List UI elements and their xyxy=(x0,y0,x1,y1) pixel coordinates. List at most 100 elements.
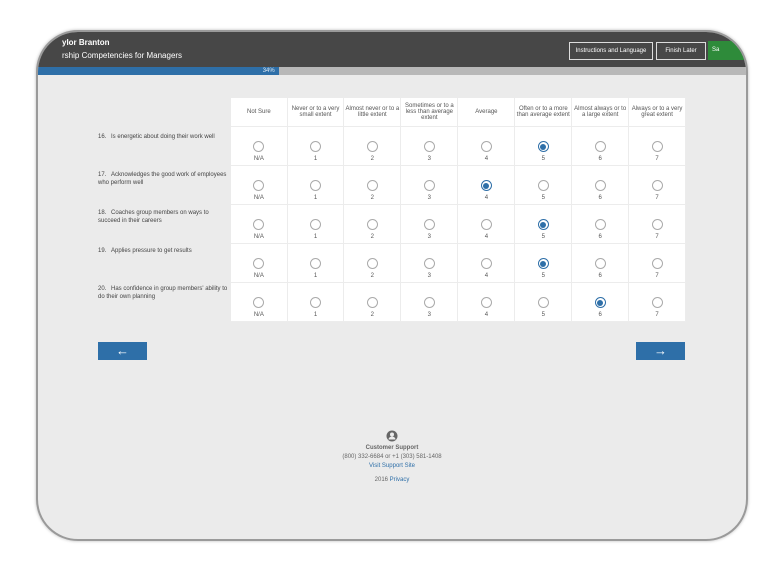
radio-button[interactable] xyxy=(537,219,549,230)
radio-button[interactable] xyxy=(594,219,606,230)
rating-option[interactable]: N/A xyxy=(231,282,288,322)
radio-button[interactable] xyxy=(253,180,265,191)
rating-option[interactable]: 4 xyxy=(457,204,516,244)
radio-button[interactable] xyxy=(594,258,606,269)
rating-option[interactable]: N/A xyxy=(231,165,288,205)
option-value: 4 xyxy=(484,273,489,279)
question-text: 18. Coaches group members on ways to succ… xyxy=(98,209,228,225)
rating-option[interactable]: N/A xyxy=(231,204,288,244)
option-value: 6 xyxy=(598,312,602,318)
radio-button[interactable] xyxy=(310,219,322,230)
radio-button[interactable] xyxy=(366,297,378,308)
back-button[interactable]: ← xyxy=(98,342,147,360)
rating-option[interactable]: 2 xyxy=(343,204,402,244)
question-number: 19. xyxy=(98,248,107,254)
privacy-link[interactable]: Privacy xyxy=(389,477,410,483)
option-value: 6 xyxy=(598,195,602,201)
radio-button[interactable] xyxy=(310,180,322,191)
rating-option[interactable]: 2 xyxy=(343,126,402,166)
rating-option[interactable]: 7 xyxy=(628,126,686,166)
finish-later-button[interactable]: Finish Later xyxy=(656,42,706,60)
rating-option[interactable]: 2 xyxy=(343,282,402,322)
radio-button[interactable] xyxy=(651,141,663,152)
rating-option[interactable]: 7 xyxy=(628,243,686,283)
radio-button[interactable] xyxy=(366,258,378,269)
rating-option[interactable]: 4 xyxy=(457,243,516,283)
radio-button[interactable] xyxy=(537,180,549,191)
rating-option[interactable]: 1 xyxy=(287,282,345,322)
rating-option[interactable]: 6 xyxy=(571,165,630,205)
rating-option[interactable]: 3 xyxy=(400,204,459,244)
option-value: 1 xyxy=(313,312,318,318)
radio-button[interactable] xyxy=(253,141,265,152)
radio-button[interactable] xyxy=(537,297,549,308)
rating-option[interactable]: 5 xyxy=(514,165,573,205)
radio-button[interactable] xyxy=(423,141,435,152)
rating-option[interactable]: 1 xyxy=(287,165,345,205)
rating-option[interactable]: 5 xyxy=(514,126,573,166)
radio-button[interactable] xyxy=(651,258,663,269)
rating-option[interactable]: 5 xyxy=(514,204,573,244)
rating-option[interactable]: 5 xyxy=(514,243,573,283)
rating-option[interactable]: 6 xyxy=(571,282,630,322)
rating-option[interactable]: 6 xyxy=(571,126,630,166)
rating-option[interactable]: 7 xyxy=(628,165,686,205)
radio-button[interactable] xyxy=(537,258,549,269)
radio-button[interactable] xyxy=(310,258,322,269)
radio-button[interactable] xyxy=(594,297,606,308)
next-button[interactable]: → xyxy=(636,342,685,360)
option-value: 2 xyxy=(370,156,374,162)
rating-option[interactable]: 2 xyxy=(343,165,402,205)
rating-option[interactable]: 7 xyxy=(628,282,686,322)
radio-button[interactable] xyxy=(423,219,435,230)
rating-option[interactable]: 5 xyxy=(514,282,573,322)
rating-option[interactable]: 3 xyxy=(400,282,459,322)
radio-button[interactable] xyxy=(594,180,606,191)
radio-button[interactable] xyxy=(310,297,322,308)
radio-button[interactable] xyxy=(253,297,265,308)
support-site-link[interactable]: Visit Support Site xyxy=(369,463,415,469)
column-header: Often or to a more than average extent xyxy=(514,98,573,127)
rating-option[interactable]: 1 xyxy=(287,243,345,283)
radio-button[interactable] xyxy=(366,141,378,152)
radio-button[interactable] xyxy=(253,258,265,269)
rating-option[interactable]: 6 xyxy=(571,204,630,244)
radio-button[interactable] xyxy=(480,258,492,269)
option-value: 7 xyxy=(655,195,659,201)
rating-option[interactable]: 3 xyxy=(400,243,459,283)
rating-option[interactable]: 4 xyxy=(457,126,516,166)
option-value: 6 xyxy=(598,156,602,162)
radio-button[interactable] xyxy=(310,141,322,152)
rating-option[interactable]: 6 xyxy=(571,243,630,283)
rating-option[interactable]: 4 xyxy=(457,165,516,205)
question-label: Is energetic about doing their work well xyxy=(111,134,215,140)
radio-button[interactable] xyxy=(480,297,492,308)
rating-option[interactable]: 1 xyxy=(287,126,345,166)
radio-button[interactable] xyxy=(366,219,378,230)
rating-option[interactable]: 2 xyxy=(343,243,402,283)
rating-option[interactable]: 3 xyxy=(400,126,459,166)
radio-button[interactable] xyxy=(480,180,492,191)
radio-button[interactable] xyxy=(423,180,435,191)
radio-button[interactable] xyxy=(651,297,663,308)
rating-option[interactable]: 1 xyxy=(287,204,345,244)
rating-option[interactable]: 3 xyxy=(400,165,459,205)
radio-button[interactable] xyxy=(537,141,549,152)
rating-option[interactable]: 7 xyxy=(628,204,686,244)
radio-button[interactable] xyxy=(594,141,606,152)
option-value: 2 xyxy=(370,234,374,240)
radio-button[interactable] xyxy=(366,180,378,191)
instructions-button[interactable]: Instructions and Language xyxy=(569,42,653,60)
rating-option[interactable]: N/A xyxy=(231,126,288,166)
radio-button[interactable] xyxy=(651,180,663,191)
save-button[interactable]: Sa xyxy=(708,41,746,60)
radio-button[interactable] xyxy=(480,141,492,152)
radio-button[interactable] xyxy=(423,258,435,269)
radio-button[interactable] xyxy=(480,219,492,230)
rating-option[interactable]: N/A xyxy=(231,243,288,283)
rating-option[interactable]: 4 xyxy=(457,282,516,322)
radio-button[interactable] xyxy=(423,297,435,308)
radio-button[interactable] xyxy=(253,219,265,230)
option-value: 1 xyxy=(313,273,318,279)
radio-button[interactable] xyxy=(651,219,663,230)
